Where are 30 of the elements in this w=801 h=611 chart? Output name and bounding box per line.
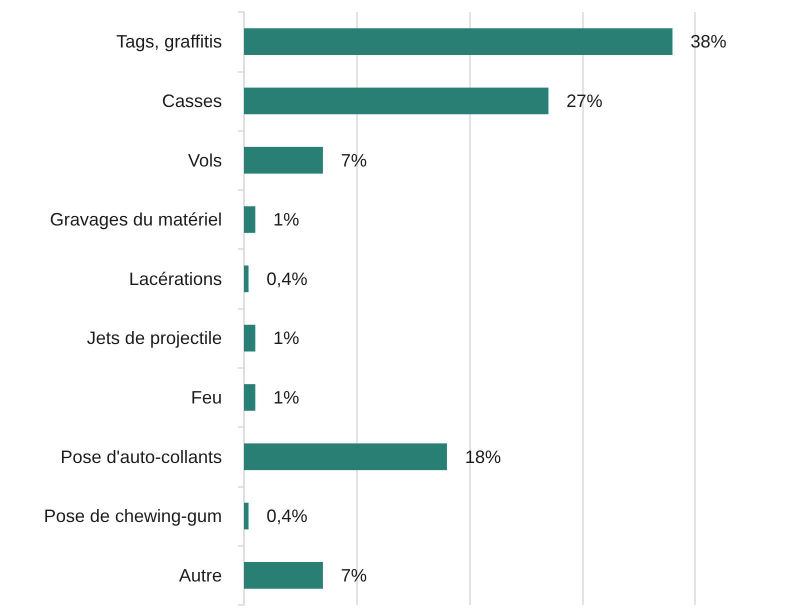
bar [244,88,548,114]
data-label: 7% [340,150,367,170]
data-label: 1% [273,387,300,408]
data-label: 38% [690,32,726,52]
bar [244,384,256,411]
bar [244,266,249,292]
data-label: 0,4% [266,268,308,289]
data-label: 27% [566,90,602,111]
data-label: 0,4% [266,506,308,526]
bar [244,206,256,233]
y-tick-label: Tags, graffitis [116,32,222,52]
y-tick-label: Vols [188,150,222,170]
data-label: 18% [464,446,501,467]
bar [244,28,672,55]
y-tick-label: Autre [178,565,222,586]
y-tick-label: Pose de chewing-gum [44,506,222,526]
bar [244,146,323,174]
y-tick-label: Pose d'auto-collants [60,446,222,467]
y-tick-label: Feu [190,387,222,408]
data-label: 7% [340,565,367,586]
bar [244,562,323,589]
bar [244,324,256,352]
y-tick-label: Jets de projectile [86,328,222,348]
data-label: 1% [273,210,300,230]
bar [244,443,447,470]
y-tick-label: Lacérations [128,268,222,289]
data-label: 1% [273,328,300,348]
y-tick-label: Casses [162,90,222,111]
y-tick-label: Gravages du matériel [50,210,222,230]
bar [244,502,249,530]
